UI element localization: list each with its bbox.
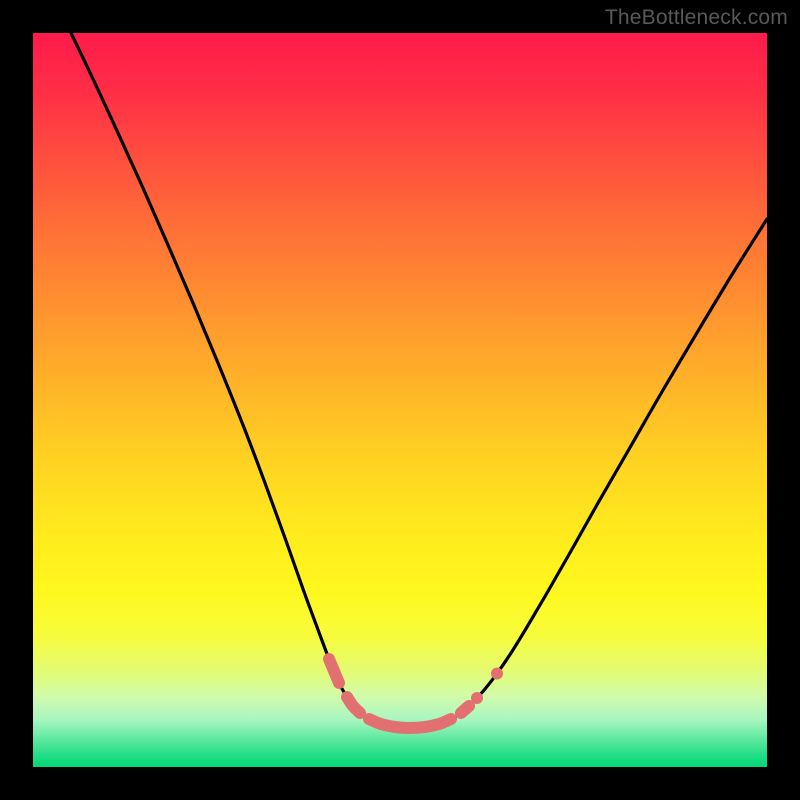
- bottleneck-curve-chart: [33, 33, 767, 767]
- chart-frame: TheBottleneck.com: [0, 0, 800, 800]
- watermark-text: TheBottleneck.com: [605, 6, 788, 30]
- highlight-dot: [471, 692, 483, 704]
- plot-area: [33, 33, 767, 767]
- highlight-dot: [491, 668, 503, 680]
- highlight-segment: [461, 706, 469, 713]
